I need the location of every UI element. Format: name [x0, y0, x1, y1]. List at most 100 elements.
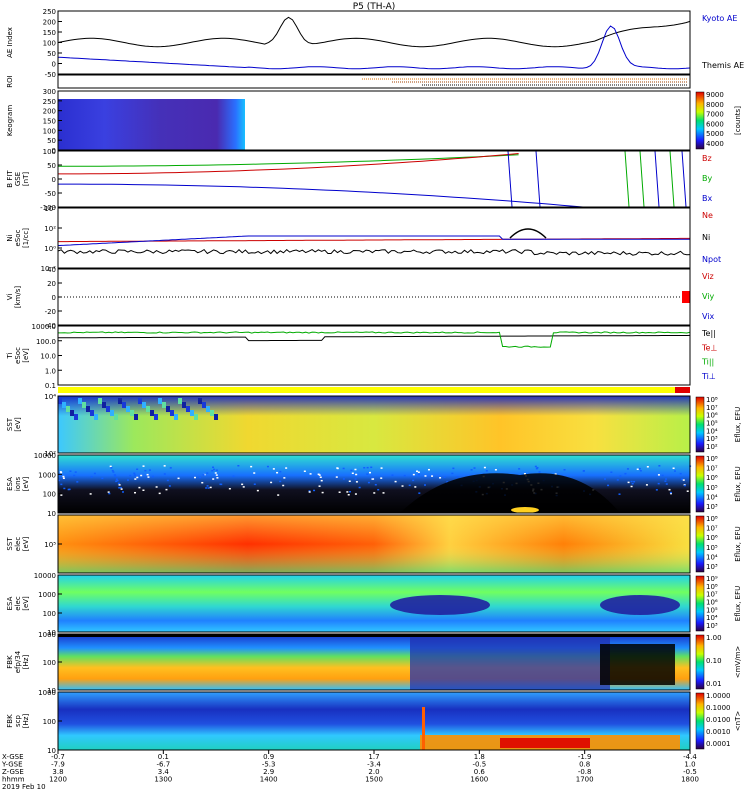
esa-ion-speckle	[60, 471, 63, 474]
y-axis-label: efp/34	[14, 650, 22, 673]
sst-ion-cell	[214, 414, 218, 420]
esa-ion-speckle	[610, 471, 613, 474]
esa-ion-speckle	[485, 470, 488, 472]
esa-ion-speckle	[213, 468, 216, 471]
y-tick-label: 10²	[44, 450, 56, 458]
x-tick-label: 1300	[154, 776, 172, 784]
esa-ion-speckle	[199, 476, 202, 479]
esa-ion-speckle	[62, 477, 65, 480]
colorbar-label: 10⁸	[706, 455, 718, 463]
esa-ion-speckle	[144, 469, 147, 472]
b-spike	[507, 150, 513, 208]
colorbar-label: 7000	[706, 111, 724, 119]
esa-ion-speckle	[89, 493, 92, 495]
y-axis-label: FBK	[6, 714, 14, 728]
esa-ion-speckle	[169, 467, 172, 469]
y-tick-label: 100	[43, 127, 56, 135]
x-tick-label: 1700	[576, 776, 594, 784]
b-spike	[654, 150, 660, 208]
te-par-line	[58, 334, 691, 342]
esa-ion-speckle	[148, 469, 151, 471]
esa-ion-speckle	[655, 489, 658, 491]
esa-ion-speckle	[147, 476, 150, 478]
y-tick-label: -50	[45, 190, 56, 198]
x-tick-label: 3.4	[158, 768, 170, 776]
esa-ion-speckle	[636, 468, 639, 471]
y-tick-label: -100	[40, 204, 56, 212]
esa-ion-speckle	[670, 492, 673, 495]
esa-ion-speckle	[308, 490, 311, 492]
esa-ion-speckle	[114, 475, 117, 478]
esa-ion-speckle	[412, 473, 415, 476]
colorbar	[695, 692, 705, 750]
esa-ion-speckle	[342, 478, 345, 480]
x-tick-label: -5.3	[262, 761, 276, 769]
esa-ion-speckle	[452, 467, 455, 470]
esa-ion-speckle	[431, 475, 434, 477]
esa-ion-speckle	[168, 485, 171, 487]
sst-ion-cell	[66, 406, 70, 412]
colorbar-label: 1.00	[706, 634, 722, 642]
esa-ion-speckle	[67, 488, 70, 491]
esa-ion-speckle	[416, 470, 419, 472]
esa-ion-speckle	[427, 468, 430, 471]
esa-ion-dark-region	[400, 473, 620, 513]
colorbar-label: 10³	[706, 563, 718, 571]
sst-ion-cell	[62, 402, 66, 408]
x-tick-label: -0.8	[578, 768, 592, 776]
legend-entry: By	[702, 174, 712, 183]
esa-ion-speckle	[408, 484, 411, 487]
esa-ion-speckle	[76, 481, 79, 483]
ae-kyoto-line	[57, 25, 691, 70]
panel-frame	[57, 454, 691, 514]
colorbar-title: Eflux, EFU	[734, 407, 742, 442]
esa-ion-speckle	[483, 466, 486, 469]
legend-entry: Vix	[702, 312, 715, 321]
esa-ion-speckle	[639, 470, 642, 472]
x-tick-label: 1500	[365, 776, 383, 784]
y-axis-label: Keogram	[6, 105, 14, 136]
sst-ion-cell	[78, 398, 82, 404]
esa-ion-speckle	[679, 472, 682, 475]
esa-ion-speckle	[212, 478, 215, 480]
sst-ion-cell	[90, 410, 94, 416]
colorbar-label: 10⁷	[706, 525, 718, 533]
esa-ion-speckle	[163, 473, 166, 475]
esa-ion-speckle	[414, 486, 417, 488]
legend-entry: Viz	[702, 272, 714, 281]
esa-ion-speckle	[165, 488, 168, 491]
sst-ion-cell	[74, 414, 78, 420]
esa-ion-speckle	[366, 473, 369, 475]
colorbar-label: 1.0000	[706, 692, 731, 700]
panel-frame	[57, 574, 691, 633]
esa-ion-speckle	[256, 489, 259, 492]
colorbar-label: 10⁷	[706, 591, 718, 599]
y-tick-label: 0	[52, 176, 56, 184]
sst-ion-cell	[102, 402, 106, 408]
esa-ion-speckle	[211, 469, 214, 472]
esa-ion-speckle	[270, 481, 273, 484]
ti-par-line	[58, 331, 691, 348]
esa-ion-speckle	[320, 479, 323, 482]
y-axis-label: ESA	[6, 477, 14, 491]
y-tick-label: -50	[45, 71, 56, 79]
esa-ion-speckle	[216, 477, 219, 479]
sst-ion-cell	[142, 402, 146, 408]
esa-ion-speckle	[538, 471, 541, 473]
npot-line	[57, 235, 690, 247]
esa-ion-speckle	[417, 473, 420, 476]
y-axis-label: [nT]	[22, 172, 30, 186]
sst-ion-cell	[154, 414, 158, 420]
b-spike	[681, 150, 687, 208]
y-tick-label: 1000.0	[32, 323, 57, 331]
y-axis-label: ESA	[6, 596, 14, 610]
y-tick-label: 1000	[38, 689, 56, 697]
esa-ion-speckle	[321, 491, 324, 494]
esa-ion-speckle	[193, 476, 196, 479]
sst-ion-cell	[186, 406, 190, 412]
y-axis-label: [km/s]	[14, 286, 22, 309]
esa-ion-speckle	[439, 477, 442, 479]
date-label: 2019 Feb 10	[2, 783, 46, 791]
colorbar-title: <mV/m>	[734, 646, 742, 679]
